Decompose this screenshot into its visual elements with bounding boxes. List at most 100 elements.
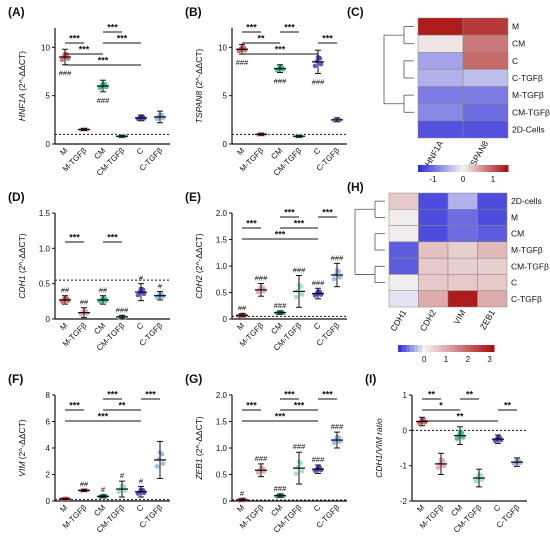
colorbar-segment [442, 345, 447, 352]
colorbar-segment [466, 165, 471, 172]
heatmap-cell [417, 34, 464, 53]
colorbar-segment [414, 345, 419, 352]
heatmap-cell [388, 225, 419, 243]
heatmap-row-label: C-TGFβ [511, 294, 542, 304]
y-axis-label-unit: (2^-ΔΔCT) [194, 416, 204, 458]
y-tick-label: 2.0 [216, 391, 228, 400]
heatmap-cell [417, 69, 464, 87]
significance-hash: # [158, 281, 163, 290]
heatmap-cell [462, 69, 509, 87]
data-point [299, 469, 305, 474]
comparison-label: ** [466, 390, 474, 400]
data-point [435, 465, 441, 470]
heatmap-cell [418, 209, 449, 226]
comparison-label: *** [275, 45, 286, 55]
panel-label-e: (E) [185, 190, 201, 204]
heatmap-cell [447, 241, 478, 259]
significance-hash: ## [99, 286, 108, 295]
data-point [337, 275, 343, 280]
colorbar-segment [406, 345, 411, 352]
y-tick-label: 8 [46, 391, 51, 400]
data-point [135, 292, 141, 298]
heatmap-cell [417, 120, 464, 139]
colorbar-segment [421, 165, 426, 172]
heatmap-row-label: CM-TGFβ [511, 261, 549, 271]
significance-hash: ### [312, 77, 325, 86]
heatmap-cell [418, 257, 449, 275]
heatmap-row-label: CM [512, 39, 525, 49]
y-tick-label: 1.5 [39, 209, 51, 218]
y-tick-label: 1 [403, 391, 408, 400]
colorbar-segment [402, 345, 407, 352]
heatmap-cell [417, 86, 464, 104]
significance-hash: ### [97, 96, 110, 105]
heatmap-cell [418, 290, 449, 308]
comparison-label: *** [275, 230, 286, 240]
colorbar-segment [438, 345, 443, 352]
significance-hash: ### [116, 305, 129, 314]
data-point [318, 61, 324, 67]
y-tick-label: 1.5 [216, 418, 228, 427]
comparison-label: *** [145, 390, 156, 400]
y-axis-label-gene: VIM [17, 461, 27, 477]
y-axis-label-gene: HNF1A [17, 93, 27, 121]
x-tick-label: M [58, 321, 69, 332]
colorbar-segment [418, 345, 423, 352]
comparison-label: *** [246, 219, 257, 229]
heatmap-cell [388, 192, 419, 210]
comparison-label: *** [246, 23, 257, 33]
heatmap-row-label: 2D-cells [511, 196, 542, 206]
x-tick-label: CM [269, 146, 284, 161]
colorbar-segment [463, 165, 468, 172]
comparison-label: *** [294, 219, 305, 229]
heatmap-cell [477, 225, 508, 243]
heatmap-row-label: C-TGFβ [512, 73, 543, 83]
colorbar-segment [429, 165, 434, 172]
comparison-label: *** [69, 34, 80, 44]
heatmap-cell [418, 241, 449, 259]
data-point [156, 456, 162, 462]
comparison-label: *** [107, 390, 118, 400]
x-tick-label: C [492, 503, 503, 514]
colorbar-segment [466, 345, 471, 352]
heatmap-row-label: CM [511, 229, 524, 239]
significance-hash: # [240, 489, 245, 498]
colorbar-segment [470, 345, 475, 352]
colorbar-segment [451, 165, 456, 172]
significance-hash: ## [80, 479, 89, 488]
comparison-label: *** [322, 208, 333, 218]
heatmap-cell [388, 257, 419, 275]
data-point [331, 276, 337, 282]
y-tick-label: -1 [400, 462, 408, 471]
heatmap-cell [418, 192, 449, 210]
y-tick-label: 0 [223, 315, 228, 324]
y-tick-label: 4 [46, 444, 51, 453]
y-tick-label: 1.0 [39, 244, 51, 253]
y-tick-label: 0 [223, 140, 228, 149]
data-point [441, 463, 447, 469]
comparison-label: *** [98, 56, 109, 66]
heatmap-panel-h: 2D-cells M CM M-TGFβ CM-TGFβ C C-TGFβ CDH1 CDH2 V… [354, 192, 549, 364]
colorbar-segment [493, 165, 498, 172]
colorbar-segment [474, 165, 479, 172]
data-point [160, 461, 166, 466]
colorbar-segment [485, 165, 490, 172]
y-axis-label-unit: (2^-ΔΔCT) [194, 48, 204, 90]
x-tick-label: CM [92, 146, 107, 161]
y-axis-label: ZEB1 (2^-ΔΔCT) [194, 416, 204, 481]
x-tick-label: CM [92, 503, 107, 518]
y-axis-label-gene: TSPAN8 [194, 91, 204, 124]
comparison-label: *** [284, 23, 295, 33]
heatmap-cell [462, 86, 509, 104]
heatmap-cell [462, 120, 509, 139]
significance-hash: # [101, 485, 106, 494]
heatmap-col-label: HNF1A [423, 139, 446, 168]
colorbar-tick-label: 3 [487, 355, 492, 364]
x-tick-label: C [135, 503, 146, 514]
y-tick-label: -2 [400, 497, 408, 506]
